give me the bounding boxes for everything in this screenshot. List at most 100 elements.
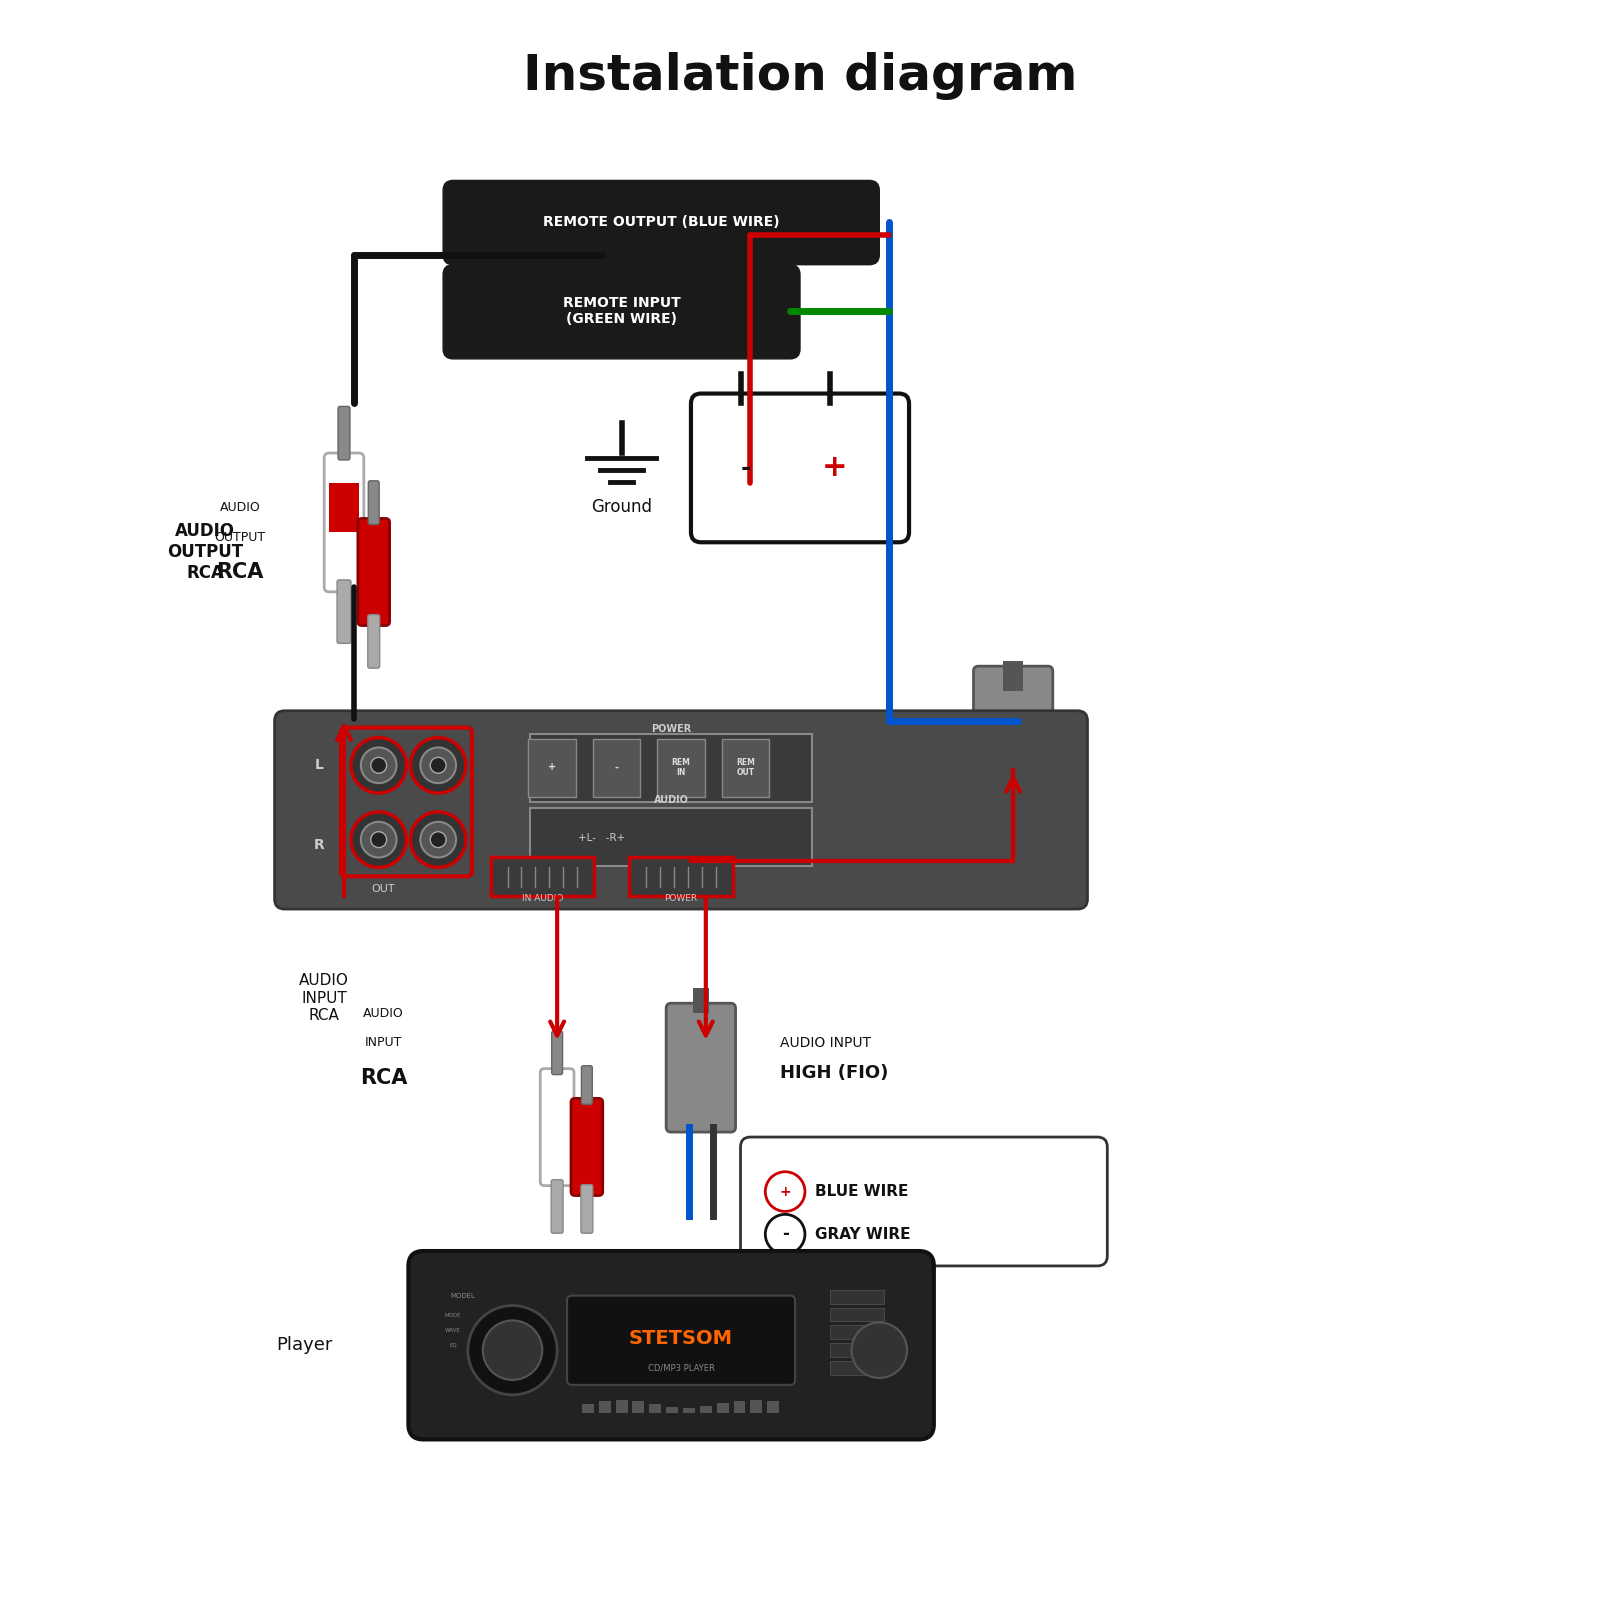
FancyBboxPatch shape (358, 518, 389, 626)
Text: BLUE WIRE: BLUE WIRE (814, 1184, 909, 1198)
Circle shape (371, 832, 387, 848)
Text: MODEL: MODEL (451, 1293, 475, 1299)
Text: POWER: POWER (664, 894, 698, 902)
FancyBboxPatch shape (566, 1296, 795, 1386)
Text: MODE: MODE (445, 1314, 461, 1318)
Text: OUTPUT: OUTPUT (214, 531, 266, 544)
Bar (582, 1403, 594, 1413)
FancyBboxPatch shape (275, 710, 1088, 909)
Bar (830, 1362, 885, 1374)
Text: AUDIO: AUDIO (363, 1006, 405, 1019)
Text: +: + (779, 1184, 790, 1198)
Circle shape (411, 811, 466, 867)
Text: HIGH (FIO): HIGH (FIO) (781, 1064, 888, 1082)
Text: INPUT: INPUT (365, 1037, 402, 1050)
Text: RCA: RCA (216, 562, 264, 582)
Text: L: L (315, 758, 323, 773)
Circle shape (430, 832, 446, 848)
Circle shape (421, 822, 456, 858)
Text: REM
OUT: REM OUT (736, 757, 755, 778)
Circle shape (851, 1323, 907, 1378)
Circle shape (362, 822, 397, 858)
FancyBboxPatch shape (741, 1138, 1107, 1266)
Text: -: - (614, 762, 619, 773)
Bar (330, 483, 358, 533)
Text: GRAY WIRE: GRAY WIRE (814, 1227, 910, 1242)
Bar (768, 1402, 779, 1413)
FancyBboxPatch shape (658, 739, 706, 797)
Bar (650, 1403, 661, 1413)
FancyBboxPatch shape (629, 858, 733, 896)
Text: RCA: RCA (360, 1067, 408, 1088)
FancyBboxPatch shape (594, 739, 640, 797)
FancyBboxPatch shape (666, 1003, 736, 1133)
FancyBboxPatch shape (541, 1069, 574, 1186)
Text: REMOTE OUTPUT (BLUE WIRE): REMOTE OUTPUT (BLUE WIRE) (542, 214, 779, 229)
Text: STETSOM: STETSOM (629, 1328, 733, 1347)
Bar (830, 1325, 885, 1339)
FancyBboxPatch shape (443, 264, 800, 358)
Text: AUDIO
OUTPUT
RCA: AUDIO OUTPUT RCA (166, 522, 243, 582)
Text: AUDIO: AUDIO (219, 501, 261, 514)
Text: AUDIO
INPUT
RCA: AUDIO INPUT RCA (299, 973, 349, 1022)
Bar (693, 989, 709, 1013)
Circle shape (350, 811, 406, 867)
FancyBboxPatch shape (530, 808, 811, 867)
Bar (666, 1406, 678, 1413)
FancyBboxPatch shape (443, 181, 880, 264)
FancyBboxPatch shape (491, 858, 594, 896)
Text: Player: Player (277, 1336, 333, 1354)
Text: AUDIO: AUDIO (654, 795, 688, 805)
Text: EQ: EQ (450, 1342, 458, 1347)
FancyBboxPatch shape (325, 453, 363, 592)
Text: R: R (314, 838, 325, 851)
FancyBboxPatch shape (528, 739, 576, 797)
Text: OUT: OUT (371, 885, 395, 894)
Circle shape (765, 1171, 805, 1211)
Text: AUDIO INPUT: AUDIO INPUT (781, 1035, 870, 1050)
Text: +L-   -R+: +L- -R+ (578, 832, 626, 843)
Bar (717, 1403, 728, 1413)
Bar (632, 1402, 645, 1413)
Circle shape (765, 1214, 805, 1254)
Bar (830, 1344, 885, 1357)
FancyBboxPatch shape (552, 1030, 563, 1075)
Circle shape (421, 747, 456, 782)
FancyBboxPatch shape (338, 406, 350, 459)
Circle shape (467, 1306, 557, 1395)
FancyBboxPatch shape (722, 739, 770, 797)
Bar (1003, 661, 1022, 691)
Text: CD/MP3 PLAYER: CD/MP3 PLAYER (648, 1363, 715, 1373)
Text: -: - (782, 1226, 789, 1243)
FancyBboxPatch shape (581, 1066, 592, 1104)
FancyBboxPatch shape (368, 480, 379, 525)
FancyBboxPatch shape (368, 614, 379, 669)
Text: REMOTE INPUT
(GREEN WIRE): REMOTE INPUT (GREEN WIRE) (563, 296, 680, 326)
Circle shape (430, 757, 446, 773)
Text: WAVE: WAVE (445, 1328, 461, 1333)
FancyBboxPatch shape (550, 1179, 563, 1234)
FancyBboxPatch shape (530, 733, 811, 802)
FancyBboxPatch shape (691, 394, 909, 542)
Bar (733, 1400, 746, 1413)
Text: Instalation diagram: Instalation diagram (523, 53, 1077, 101)
Circle shape (350, 738, 406, 794)
Circle shape (411, 738, 466, 794)
Text: REM
IN: REM IN (672, 757, 691, 778)
FancyBboxPatch shape (338, 579, 350, 643)
Text: +: + (549, 762, 557, 773)
Bar (830, 1307, 885, 1322)
Bar (683, 1408, 694, 1413)
Bar (616, 1400, 627, 1413)
Circle shape (483, 1320, 542, 1379)
Text: +: + (822, 453, 848, 483)
FancyBboxPatch shape (581, 1184, 594, 1234)
Text: POWER: POWER (651, 723, 691, 734)
FancyBboxPatch shape (408, 1251, 934, 1440)
Bar (598, 1402, 611, 1413)
Bar (750, 1400, 762, 1413)
Bar (830, 1290, 885, 1304)
Bar (699, 1406, 712, 1413)
Circle shape (362, 747, 397, 782)
Circle shape (371, 757, 387, 773)
